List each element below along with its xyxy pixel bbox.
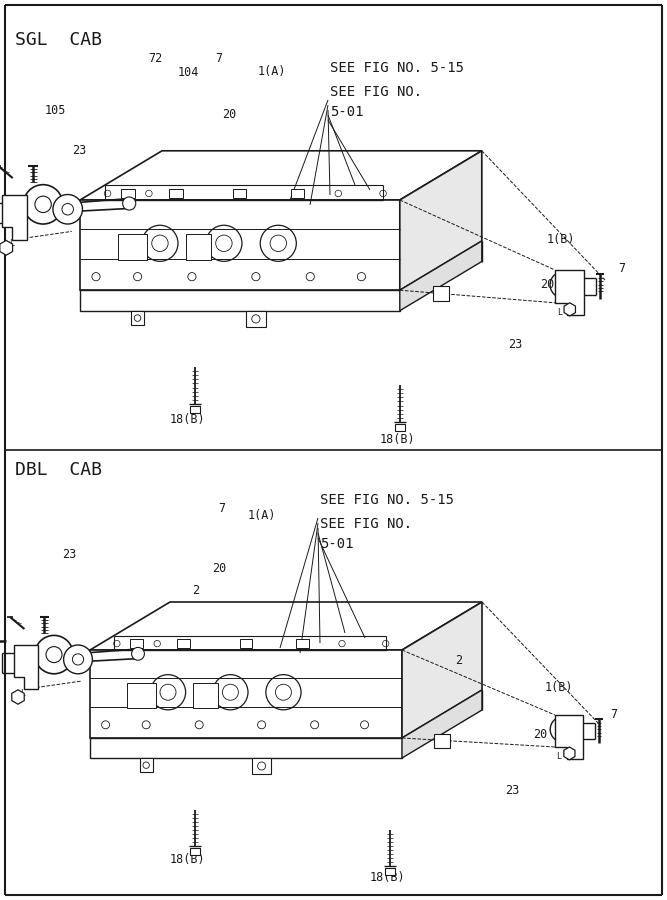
Circle shape — [123, 197, 136, 210]
Text: L: L — [21, 688, 25, 698]
Polygon shape — [80, 151, 482, 200]
Text: L: L — [556, 752, 562, 761]
Bar — [433, 286, 449, 301]
Text: 5-01: 5-01 — [320, 537, 354, 551]
Text: 1(A): 1(A) — [258, 66, 287, 78]
Polygon shape — [564, 747, 575, 760]
Polygon shape — [80, 290, 400, 310]
Bar — [131, 639, 143, 648]
Polygon shape — [0, 240, 13, 256]
Circle shape — [23, 184, 63, 224]
Text: L: L — [9, 239, 13, 248]
Polygon shape — [12, 689, 24, 704]
Bar — [233, 188, 247, 198]
Text: 104: 104 — [178, 66, 199, 78]
Circle shape — [550, 272, 576, 298]
Polygon shape — [400, 241, 482, 310]
Bar — [118, 234, 147, 259]
Text: 20: 20 — [533, 728, 547, 742]
Text: 7: 7 — [218, 501, 225, 515]
Text: 1(B): 1(B) — [545, 681, 574, 695]
Bar — [239, 639, 252, 648]
Bar — [131, 310, 144, 326]
Text: 7: 7 — [215, 51, 222, 65]
Text: 23: 23 — [505, 784, 519, 796]
Circle shape — [53, 194, 83, 224]
Polygon shape — [90, 650, 402, 738]
Polygon shape — [2, 194, 27, 239]
Text: 5-01: 5-01 — [330, 105, 364, 119]
Text: 72: 72 — [148, 51, 162, 65]
Circle shape — [550, 716, 576, 742]
Text: 105: 105 — [45, 104, 67, 116]
Bar — [121, 188, 135, 198]
Bar — [190, 849, 200, 855]
Polygon shape — [400, 151, 482, 290]
Text: SEE FIG NO. 5-15: SEE FIG NO. 5-15 — [320, 493, 454, 507]
Text: 20: 20 — [222, 109, 236, 122]
Text: DBL  CAB: DBL CAB — [15, 461, 102, 479]
Polygon shape — [90, 602, 482, 650]
Text: 18(B): 18(B) — [170, 413, 205, 427]
Bar — [193, 683, 218, 708]
Polygon shape — [555, 715, 583, 759]
Text: 18(B): 18(B) — [370, 871, 406, 885]
Polygon shape — [90, 738, 402, 758]
Bar — [386, 868, 395, 875]
Bar — [246, 310, 265, 327]
Text: 20: 20 — [212, 562, 226, 574]
Bar — [252, 758, 271, 774]
Text: 23: 23 — [72, 143, 86, 157]
Text: SGL  CAB: SGL CAB — [15, 31, 102, 49]
Text: 7: 7 — [610, 708, 617, 722]
Bar — [395, 425, 405, 431]
Bar — [177, 639, 190, 648]
Polygon shape — [564, 302, 576, 316]
Text: SEE FIG NO.: SEE FIG NO. — [330, 85, 422, 99]
Text: 7: 7 — [618, 262, 625, 274]
Text: 1(A): 1(A) — [248, 508, 277, 521]
Text: 1(B): 1(B) — [547, 233, 576, 247]
Text: 18(B): 18(B) — [380, 434, 416, 446]
Bar — [190, 407, 200, 413]
Circle shape — [131, 647, 144, 661]
Bar — [127, 683, 155, 708]
Polygon shape — [402, 602, 482, 738]
Bar — [434, 734, 450, 749]
Polygon shape — [80, 200, 400, 290]
Bar — [140, 758, 153, 772]
Text: 23: 23 — [62, 548, 76, 562]
Text: 2: 2 — [192, 583, 199, 597]
Circle shape — [35, 635, 73, 674]
Polygon shape — [555, 270, 584, 315]
Polygon shape — [14, 645, 38, 689]
Text: 20: 20 — [540, 278, 554, 292]
Polygon shape — [402, 690, 482, 758]
Bar — [169, 188, 183, 198]
Text: SEE FIG NO.: SEE FIG NO. — [320, 517, 412, 531]
Text: SEE FIG NO. 5-15: SEE FIG NO. 5-15 — [330, 61, 464, 75]
Bar — [185, 234, 211, 259]
Text: 18(B): 18(B) — [170, 853, 205, 867]
Text: L: L — [557, 308, 562, 317]
Bar — [291, 188, 304, 198]
Text: 2: 2 — [455, 653, 462, 667]
Circle shape — [63, 645, 93, 674]
Text: 23: 23 — [508, 338, 522, 352]
Bar — [295, 639, 309, 648]
